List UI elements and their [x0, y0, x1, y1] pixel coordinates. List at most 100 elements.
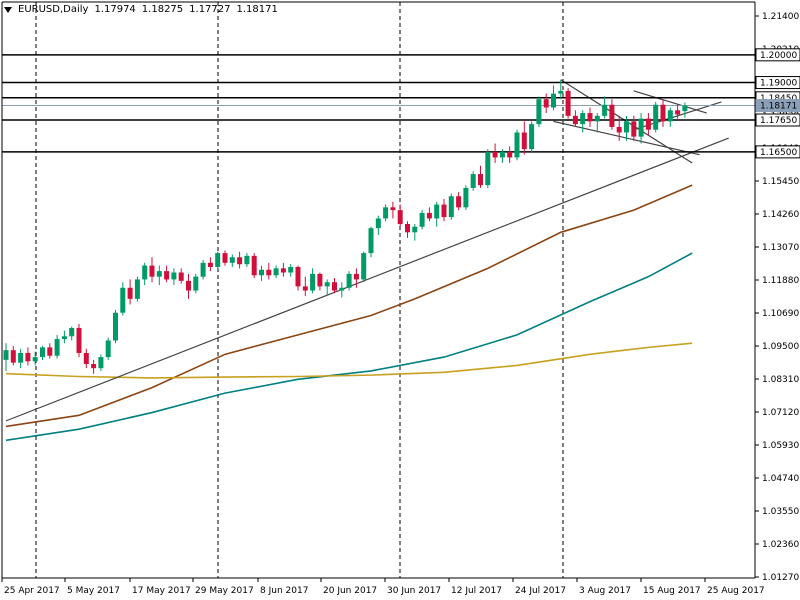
- candle-body: [478, 174, 483, 186]
- candle-body: [193, 276, 199, 291]
- candle-body: [456, 196, 462, 208]
- y-tick-label: 1.11880: [762, 276, 799, 286]
- horizontal-levels: [2, 54, 755, 153]
- candle-body: [580, 113, 586, 125]
- close-value: 1.18171: [236, 4, 278, 15]
- candle-body: [631, 121, 637, 137]
- candle-body: [222, 253, 228, 263]
- candle-body: [558, 90, 564, 94]
- moving-average-line: [5, 342, 693, 379]
- candle-body: [3, 350, 9, 360]
- candle-body: [61, 336, 67, 340]
- x-tick-label: 29 May 2017: [195, 586, 254, 596]
- candle-body: [91, 364, 97, 369]
- candle-body: [543, 99, 549, 108]
- y-tick-label: 1.07120: [762, 408, 799, 418]
- chart-header: EURUSD,Daily 1.17974 1.18275 1.17727 1.1…: [4, 4, 278, 15]
- candle-body: [317, 273, 323, 287]
- level-tag-box: [755, 99, 800, 113]
- level-tag-label: 1.18450: [760, 94, 797, 104]
- candle-body: [47, 347, 53, 356]
- candle-body: [536, 99, 542, 125]
- candle-body: [412, 226, 418, 233]
- candle-body: [127, 287, 133, 299]
- candle-body: [266, 269, 272, 276]
- candle-body: [492, 151, 498, 158]
- candle-body: [390, 207, 396, 211]
- candle-body: [76, 327, 82, 353]
- candle-body: [10, 350, 16, 363]
- candle-body: [507, 151, 513, 158]
- candle-body: [156, 271, 162, 277]
- moving-averages: [5, 184, 693, 442]
- candle-body: [375, 218, 381, 229]
- candle-body: [383, 207, 389, 219]
- candle-body: [368, 228, 374, 254]
- candle-body: [514, 132, 520, 158]
- candle-body: [324, 282, 330, 287]
- y-tick-label: 1.01270: [762, 573, 799, 583]
- candle-body: [653, 104, 659, 130]
- x-tick-label: 17 May 2017: [132, 586, 191, 596]
- symbol-label: EURUSD,Daily: [18, 4, 89, 15]
- candle-body: [638, 118, 644, 137]
- candle-body: [346, 273, 352, 288]
- y-tick-label: 1.03550: [762, 507, 799, 517]
- x-tick-label: 25 Aug 2017: [707, 586, 765, 596]
- candle-body: [529, 124, 535, 150]
- candle-body: [215, 253, 221, 267]
- candle-body: [207, 262, 213, 267]
- candle-body: [565, 90, 571, 116]
- candle-body: [602, 104, 608, 116]
- x-tick-label: 12 Jul 2017: [451, 586, 502, 596]
- candle-body: [149, 265, 155, 277]
- level-tag-label: 1.19000: [760, 79, 797, 89]
- candle-body: [69, 327, 75, 337]
- dropdown-triangle-icon[interactable]: [4, 6, 12, 13]
- level-tag-box: [755, 113, 800, 127]
- candle-body: [405, 223, 410, 233]
- level-tag-label: 1.20000: [760, 51, 797, 61]
- y-tick-label: 1.15450: [762, 177, 799, 187]
- grid-lines: [35, 2, 564, 578]
- y-tick-label: 1.10690: [762, 309, 799, 319]
- candle-body: [448, 196, 454, 218]
- candle-body: [616, 126, 622, 133]
- y-tick-label: 1.09500: [762, 342, 799, 352]
- y-tick-label: 1.04740: [762, 474, 799, 484]
- candle-body: [675, 110, 681, 115]
- y-tick-label: 1.05930: [762, 441, 799, 451]
- candle-body: [134, 279, 140, 299]
- candle-body: [594, 115, 600, 122]
- candle-body: [186, 280, 191, 291]
- candle-body: [587, 113, 593, 122]
- candle-body: [682, 105, 688, 112]
- candle-body: [660, 104, 666, 122]
- candle-body: [244, 255, 250, 265]
- candle-body: [288, 266, 294, 273]
- candle-body: [273, 268, 279, 276]
- candle-body: [280, 268, 286, 273]
- candle-body: [499, 151, 505, 158]
- x-tick-label: 25 Apr 2017: [4, 586, 60, 596]
- candle-body: [310, 273, 316, 291]
- candle-body: [259, 269, 264, 276]
- candle-body: [470, 174, 476, 188]
- candlesticks: [3, 79, 688, 374]
- candle-body: [609, 104, 615, 127]
- candle-body: [295, 266, 301, 287]
- candle-body: [426, 212, 432, 219]
- candle-body: [624, 121, 629, 133]
- candle-body: [434, 204, 440, 219]
- candle-body: [229, 257, 235, 263]
- high-value: 1.18275: [141, 4, 184, 15]
- y-tick-label: 1.21400: [762, 12, 799, 22]
- candle-body: [237, 257, 243, 265]
- x-tick-label: 24 Jul 2017: [515, 586, 566, 596]
- candle-body: [441, 204, 447, 218]
- candle-body: [485, 151, 491, 186]
- level-tag-box: [755, 48, 800, 62]
- candle-body: [40, 347, 45, 358]
